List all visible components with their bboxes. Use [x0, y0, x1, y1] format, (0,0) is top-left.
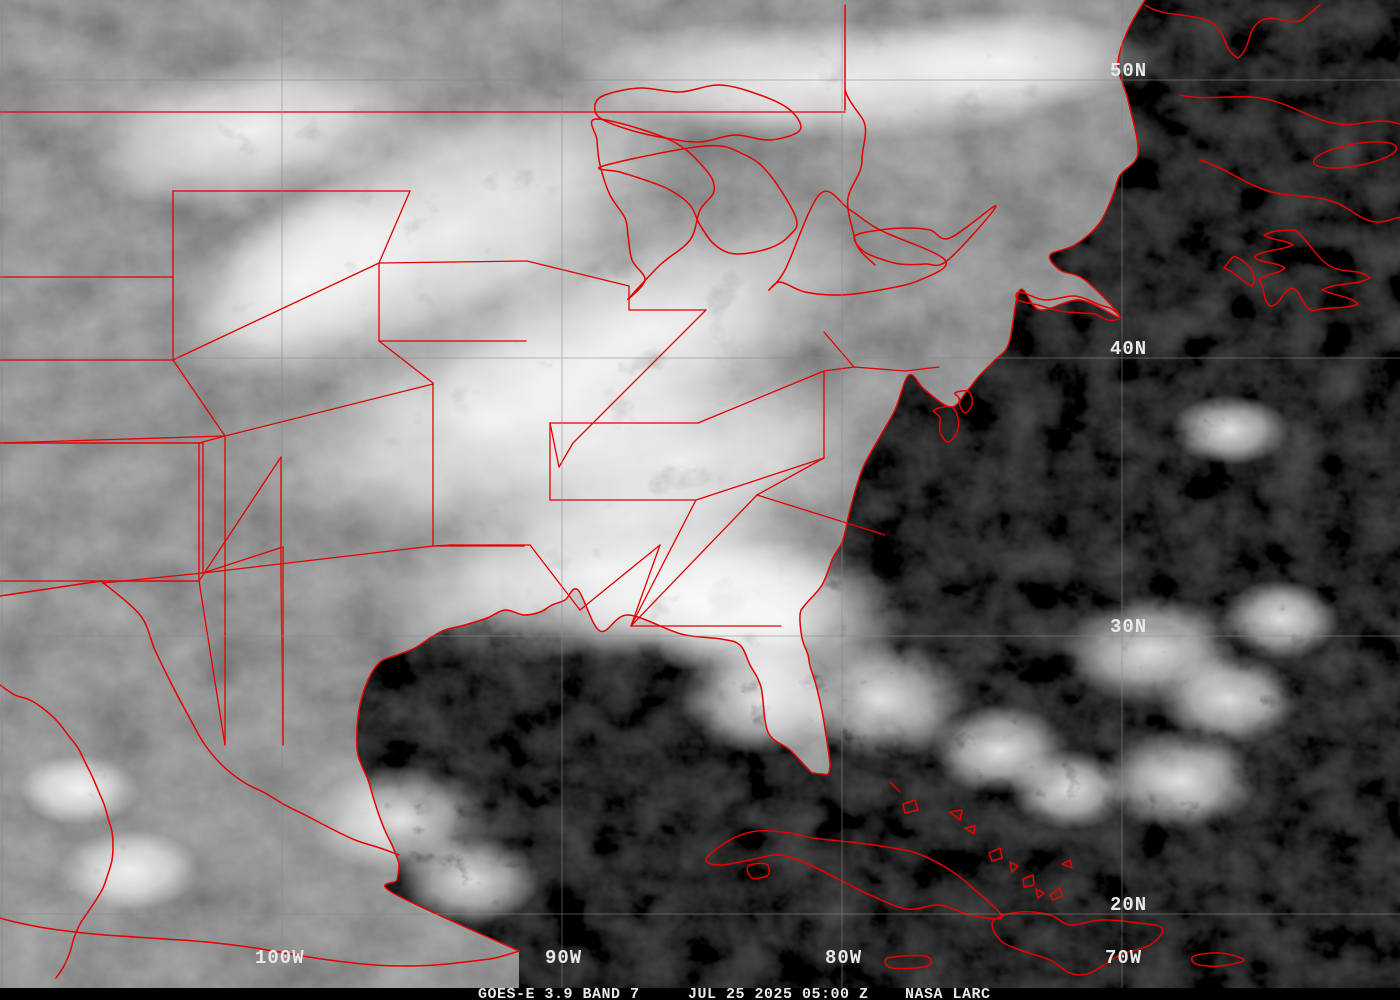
svg-text:90W: 90W: [545, 947, 582, 969]
svg-text:100W: 100W: [255, 947, 305, 969]
svg-text:40N: 40N: [1110, 338, 1147, 360]
svg-text:50N: 50N: [1110, 60, 1147, 82]
svg-text:70W: 70W: [1105, 947, 1142, 969]
svg-text:30N: 30N: [1110, 616, 1147, 638]
svg-text:NASA LARC: NASA LARC: [905, 986, 991, 1000]
svg-text:JUL 25 2025 05:00 Z: JUL 25 2025 05:00 Z: [688, 986, 869, 1000]
svg-text:GOES-E 3.9 BAND 7: GOES-E 3.9 BAND 7: [478, 986, 640, 1000]
svg-text:80W: 80W: [825, 947, 862, 969]
svg-text:20N: 20N: [1110, 894, 1147, 916]
